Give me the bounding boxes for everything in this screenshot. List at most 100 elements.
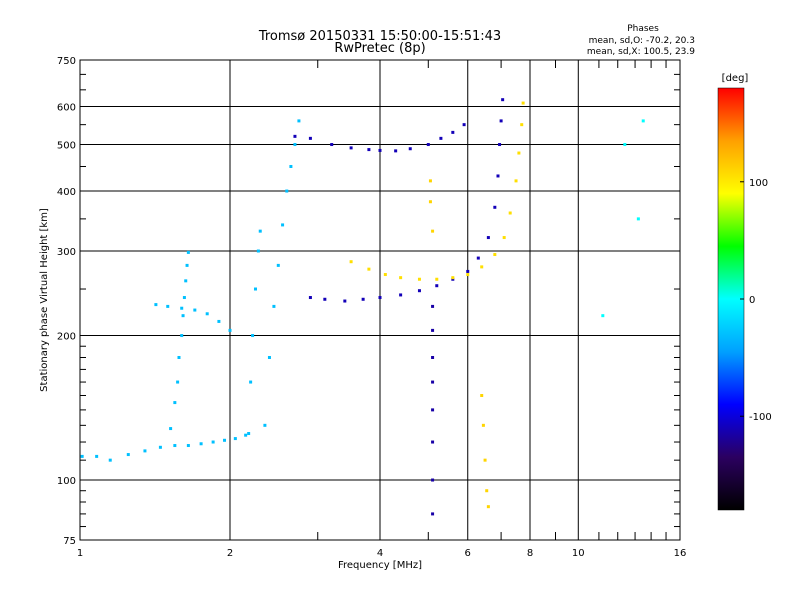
echo-point xyxy=(641,119,645,123)
y-tick-label: 500 xyxy=(57,141,76,152)
echo-point xyxy=(182,296,186,300)
echo-point xyxy=(281,223,285,227)
grid-layer xyxy=(80,60,680,540)
echo-point xyxy=(435,284,439,288)
y-axis-label: Stationary phase Virtual Height [km] xyxy=(39,208,50,392)
echo-point xyxy=(428,179,432,183)
y-tick-label: 600 xyxy=(57,103,76,114)
echo-point xyxy=(486,505,490,509)
echo-point xyxy=(498,143,502,147)
echo-point xyxy=(431,304,435,308)
echo-point xyxy=(435,277,439,281)
y-tick-label: 200 xyxy=(57,332,76,343)
echo-point xyxy=(502,236,506,240)
echo-point xyxy=(173,444,177,448)
echo-point xyxy=(431,328,435,332)
echo-point xyxy=(308,296,312,300)
echo-point xyxy=(493,205,497,209)
echo-point xyxy=(253,287,257,291)
echo-point xyxy=(451,130,455,134)
echo-point xyxy=(426,143,430,147)
echo-point xyxy=(367,148,371,152)
x-tick-label: 2 xyxy=(227,548,233,559)
echo-point xyxy=(466,273,470,277)
colorbar-ticks: 100 0 -100 xyxy=(740,178,772,423)
data-points xyxy=(80,98,645,516)
echo-point xyxy=(276,263,280,267)
echo-point xyxy=(428,200,432,204)
y-tick-label: 750 xyxy=(57,56,76,67)
echo-point xyxy=(330,143,334,147)
echo-point xyxy=(451,277,455,281)
echo-point xyxy=(417,277,421,281)
x-axis-label: Frequency [MHz] xyxy=(338,560,422,571)
y-tick-label: 400 xyxy=(57,187,76,198)
echo-point xyxy=(249,380,253,384)
phase-mean-o: mean, sd,O: -70.2, 20.3 xyxy=(589,36,695,46)
x-tick-labels: 1 2 4 6 8 10 16 xyxy=(77,548,687,559)
echo-point xyxy=(193,308,197,312)
chart-subtitle: RwPretec (8p) xyxy=(334,41,425,56)
echo-point xyxy=(378,296,382,300)
echo-point xyxy=(481,423,485,427)
echo-point xyxy=(126,453,130,457)
echo-point xyxy=(95,454,99,458)
echo-point xyxy=(256,249,260,253)
y-tick-label: 75 xyxy=(63,536,76,547)
echo-point xyxy=(285,189,289,193)
echo-point xyxy=(180,334,184,338)
echo-point xyxy=(293,143,297,147)
echo-point xyxy=(180,306,184,310)
echo-point xyxy=(378,148,382,152)
phase-mean-x: mean, sd,X: 100.5, 23.9 xyxy=(587,47,695,57)
echo-point xyxy=(451,276,455,280)
echo-point xyxy=(289,164,293,168)
echo-point xyxy=(501,98,505,102)
colorbar-tick-label: 0 xyxy=(749,295,755,306)
colorbar-tick-label: 100 xyxy=(749,178,768,189)
echo-point xyxy=(186,250,190,254)
echo-point xyxy=(258,229,262,233)
echo-point xyxy=(223,438,227,442)
x-tick-label: 6 xyxy=(465,548,471,559)
echo-point xyxy=(349,146,353,150)
echo-point xyxy=(431,408,435,412)
echo-point xyxy=(496,174,500,178)
echo-point xyxy=(486,236,490,240)
x-tick-label: 8 xyxy=(527,548,533,559)
echo-point xyxy=(244,433,248,437)
echo-point xyxy=(476,256,480,260)
echo-point xyxy=(399,276,403,280)
echo-point xyxy=(431,512,435,516)
echo-point xyxy=(367,267,371,271)
x-tick-label: 16 xyxy=(674,548,687,559)
echo-point xyxy=(514,179,518,183)
echo-point xyxy=(417,289,421,293)
echo-point xyxy=(80,454,84,458)
echo-point xyxy=(233,437,237,441)
echo-point xyxy=(267,355,271,359)
y-tick-label: 300 xyxy=(57,247,76,258)
y-tick-label: 100 xyxy=(57,476,76,487)
echo-point xyxy=(205,312,209,316)
echo-point xyxy=(108,458,112,462)
echo-point xyxy=(217,319,221,323)
colorbar-label: [deg] xyxy=(722,73,749,84)
echo-point xyxy=(483,458,487,462)
x-tick-label: 10 xyxy=(572,548,585,559)
echo-point xyxy=(361,297,365,301)
echo-point xyxy=(158,445,162,449)
echo-point xyxy=(466,269,470,273)
echo-point xyxy=(636,217,640,221)
echo-point xyxy=(431,355,435,359)
echo-point xyxy=(184,279,188,283)
x-tick-label: 1 xyxy=(77,548,83,559)
echo-point xyxy=(480,394,484,398)
echo-point xyxy=(154,303,158,307)
echo-point xyxy=(211,440,215,444)
echo-point xyxy=(176,380,180,384)
echo-point xyxy=(173,401,177,405)
plot-frame xyxy=(79,59,681,541)
echo-point xyxy=(394,149,398,153)
